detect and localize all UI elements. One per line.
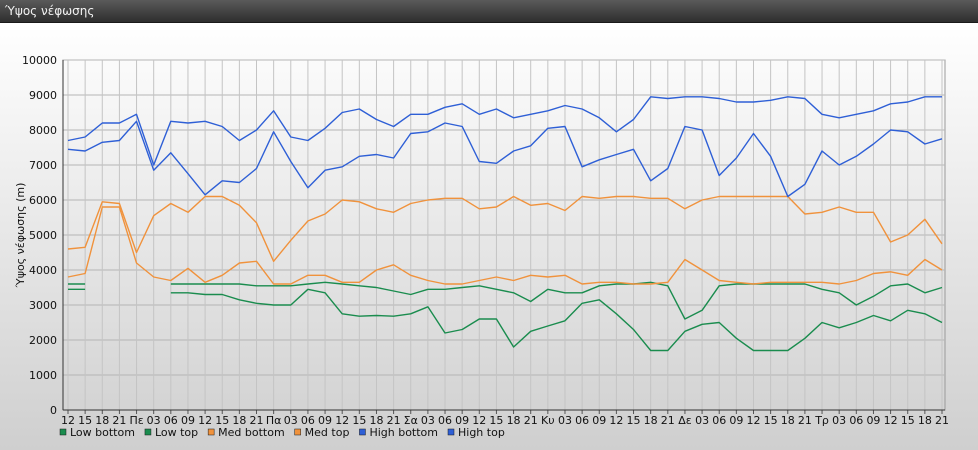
x-tick-label: 21 (387, 414, 401, 427)
legend-swatch (144, 428, 152, 436)
legend-item: Low top (144, 426, 198, 439)
x-tick-label: 06 (575, 414, 589, 427)
x-tick-label: 21 (798, 414, 812, 427)
legend-item: Low bottom (59, 426, 135, 439)
x-tick-label: 06 (712, 414, 726, 427)
x-tick-label: 21 (935, 414, 949, 427)
x-tick-label: Τρ (814, 414, 829, 427)
series-line-med-top (67, 195, 943, 262)
y-tick-label: 3000 (29, 299, 57, 312)
legend-label: Low top (155, 426, 198, 439)
legend-item: High bottom (359, 426, 438, 439)
x-tick-label: 21 (250, 414, 264, 427)
x-tick-label: 06 (301, 414, 315, 427)
x-tick-label: 21 (524, 414, 538, 427)
x-tick-label: 18 (781, 414, 795, 427)
x-tick-label: 03 (695, 414, 709, 427)
x-tick-label: 18 (232, 414, 246, 427)
y-tick-label: 10000 (22, 54, 57, 67)
x-tick-label: 09 (455, 414, 469, 427)
x-tick-label: 03 (421, 414, 435, 427)
y-tick-label: 5000 (29, 229, 57, 242)
legend-label: Med bottom (218, 426, 285, 439)
x-tick-label: 12 (61, 414, 75, 427)
x-tick-label: 12 (746, 414, 760, 427)
legend-label: High bottom (369, 426, 438, 439)
x-tick-label: 18 (918, 414, 932, 427)
x-tick-label: 15 (627, 414, 641, 427)
y-tick-label: 8000 (29, 124, 57, 137)
series-line-low-bottom (170, 288, 943, 352)
legend-swatch (207, 428, 215, 436)
x-tick-label: 09 (181, 414, 195, 427)
x-tick-label: 18 (644, 414, 658, 427)
x-tick-label: 03 (558, 414, 572, 427)
x-tick-label: 06 (164, 414, 178, 427)
legend-swatch (59, 428, 67, 436)
x-tick-label: 06 (849, 414, 863, 427)
x-tick-label: 21 (112, 414, 126, 427)
y-tick-label: 6000 (29, 194, 57, 207)
x-tick-label: 09 (866, 414, 880, 427)
y-axis-label: Ύψος νέφωσης (m) (14, 183, 27, 289)
x-tick-label: 12 (472, 414, 486, 427)
y-tick-label: 2000 (29, 334, 57, 347)
x-tick-label: 12 (609, 414, 623, 427)
x-tick-label: Σα (404, 414, 418, 427)
y-tick-label: 9000 (29, 89, 57, 102)
x-tick-label: 15 (901, 414, 915, 427)
legend-label: Med top (305, 426, 350, 439)
y-tick-label: 1000 (29, 369, 57, 382)
x-tick-label: 03 (147, 414, 161, 427)
legend-label: Low bottom (70, 426, 135, 439)
y-tick-label: 4000 (29, 264, 57, 277)
x-tick-label: 12 (198, 414, 212, 427)
x-tick-label: 15 (78, 414, 92, 427)
x-tick-label: 09 (592, 414, 606, 427)
legend-swatch (447, 428, 455, 436)
series-line-high-bottom (67, 120, 943, 198)
x-tick-label: 12 (335, 414, 349, 427)
x-tick-label: 21 (661, 414, 675, 427)
x-tick-label: Κυ (541, 414, 555, 427)
x-tick-label: 15 (489, 414, 503, 427)
x-tick-label: Πα (266, 414, 282, 427)
series-line-med-bottom (67, 206, 943, 285)
x-tick-label: 15 (215, 414, 229, 427)
x-tick-label: 03 (284, 414, 298, 427)
x-tick-label: 09 (318, 414, 332, 427)
window-titlebar: Ύψος νέφωσης (0, 0, 978, 23)
legend-item: High top (447, 426, 505, 439)
legend-label: High top (458, 426, 505, 439)
legend-item: Med bottom (207, 426, 285, 439)
x-tick-label: Δε (678, 414, 692, 427)
x-tick-label: 15 (352, 414, 366, 427)
x-tick-label: 15 (764, 414, 778, 427)
x-tick-label: Πε (129, 414, 143, 427)
plot-background (0, 23, 978, 450)
y-tick-label: 7000 (29, 159, 57, 172)
x-tick-label: 06 (438, 414, 452, 427)
series-line-low-top (170, 281, 943, 320)
x-tick-label: 18 (507, 414, 521, 427)
x-tick-label: 03 (832, 414, 846, 427)
legend-swatch (294, 428, 301, 436)
y-tick-label: 0 (50, 404, 57, 417)
x-tick-label: 18 (95, 414, 109, 427)
x-tick-label: 18 (369, 414, 383, 427)
legend-swatch (359, 428, 366, 436)
x-tick-label: 09 (729, 414, 743, 427)
legend-item: Med top (294, 426, 350, 439)
x-tick-label: 12 (884, 414, 898, 427)
series-line-high-top (67, 96, 942, 166)
window-title: Ύψος νέφωσης (5, 4, 95, 18)
